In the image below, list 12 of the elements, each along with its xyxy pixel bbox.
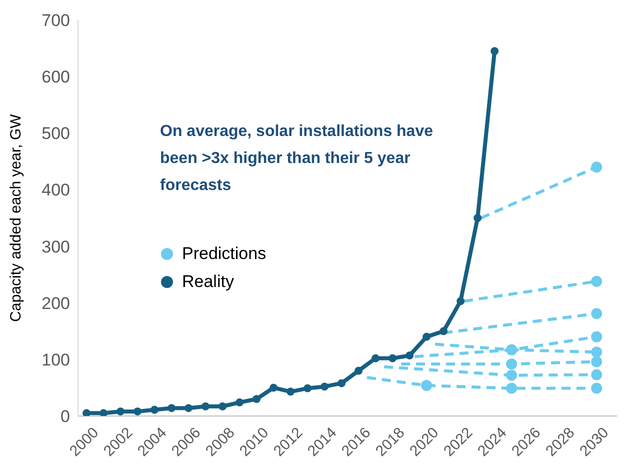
y-tick-label: 300	[42, 237, 70, 256]
y-tick-label: 500	[42, 124, 70, 144]
y-tick-label: 600	[42, 68, 70, 87]
y-tick-label: 200	[42, 294, 70, 313]
y-tick-label: 100	[42, 350, 70, 370]
legend-label: Predictions	[182, 244, 266, 264]
y-tick-label: 700	[42, 11, 70, 30]
y-axis-title: Capacity added each year, GW	[7, 113, 24, 322]
y-tick-label: 400	[42, 180, 70, 200]
y-tick-label: 0	[60, 407, 70, 426]
legend-label: Reality	[182, 272, 234, 292]
annotation: On average, solar installations have been >3x higher than their 5 year forecasts	[160, 122, 434, 196]
